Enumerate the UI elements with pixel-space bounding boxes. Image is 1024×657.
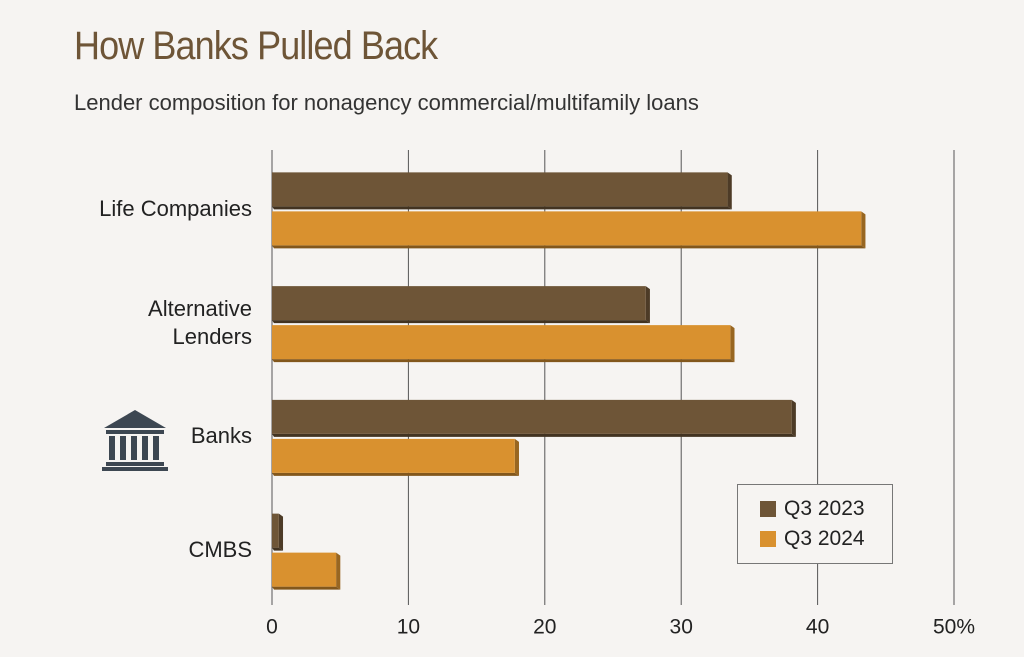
bar: [272, 325, 731, 360]
y-tick-label: Alternative Lenders: [148, 295, 252, 349]
y-tick-label: CMBS: [188, 537, 252, 563]
legend-label: Q3 2023: [784, 497, 865, 520]
bar-side: [727, 172, 732, 210]
x-tick-label: 20: [533, 616, 556, 639]
bar-side: [730, 325, 735, 363]
bar-side: [861, 211, 866, 249]
y-tick-label: Life Companies: [99, 195, 252, 221]
bar: [272, 399, 792, 434]
x-tick-label: 10: [397, 616, 420, 639]
legend-label: Q3 2024: [784, 527, 865, 550]
bar-bottom: [272, 586, 341, 590]
legend-entry: Q3 2023: [760, 497, 865, 521]
x-tick-label: 30: [670, 616, 693, 639]
bar: [272, 172, 728, 207]
bar-side: [336, 552, 341, 590]
x-tick-label: 50%: [933, 616, 975, 639]
x-tick-label: 40: [806, 616, 829, 639]
bar-bottom: [272, 245, 866, 249]
bar-bottom: [272, 320, 650, 324]
bar: [272, 513, 279, 548]
bar: [272, 286, 646, 321]
bar: [272, 552, 337, 587]
legend: Q3 2023 Q3 2024: [737, 484, 893, 564]
x-tick-label: 0: [266, 616, 278, 639]
bar-side: [791, 399, 796, 437]
legend-swatch: [760, 531, 776, 547]
chart-subtitle: Lender composition for nonagency commerc…: [74, 90, 699, 115]
bar-bottom: [272, 206, 732, 210]
y-tick-label: Banks: [190, 423, 252, 449]
bar: [272, 438, 515, 473]
bar-side: [645, 286, 650, 324]
legend-entry: Q3 2024: [760, 527, 865, 551]
bar: [272, 211, 862, 246]
bar-bottom: [272, 547, 284, 551]
bank-icon: [102, 410, 168, 471]
legend-swatch: [760, 501, 776, 517]
bar-side: [278, 513, 284, 551]
bar-bottom: [272, 433, 796, 437]
bar-bottom: [272, 359, 735, 363]
bar-side: [514, 438, 519, 476]
bar-bottom: [272, 472, 519, 476]
chart-title: How Banks Pulled Back: [74, 24, 438, 68]
